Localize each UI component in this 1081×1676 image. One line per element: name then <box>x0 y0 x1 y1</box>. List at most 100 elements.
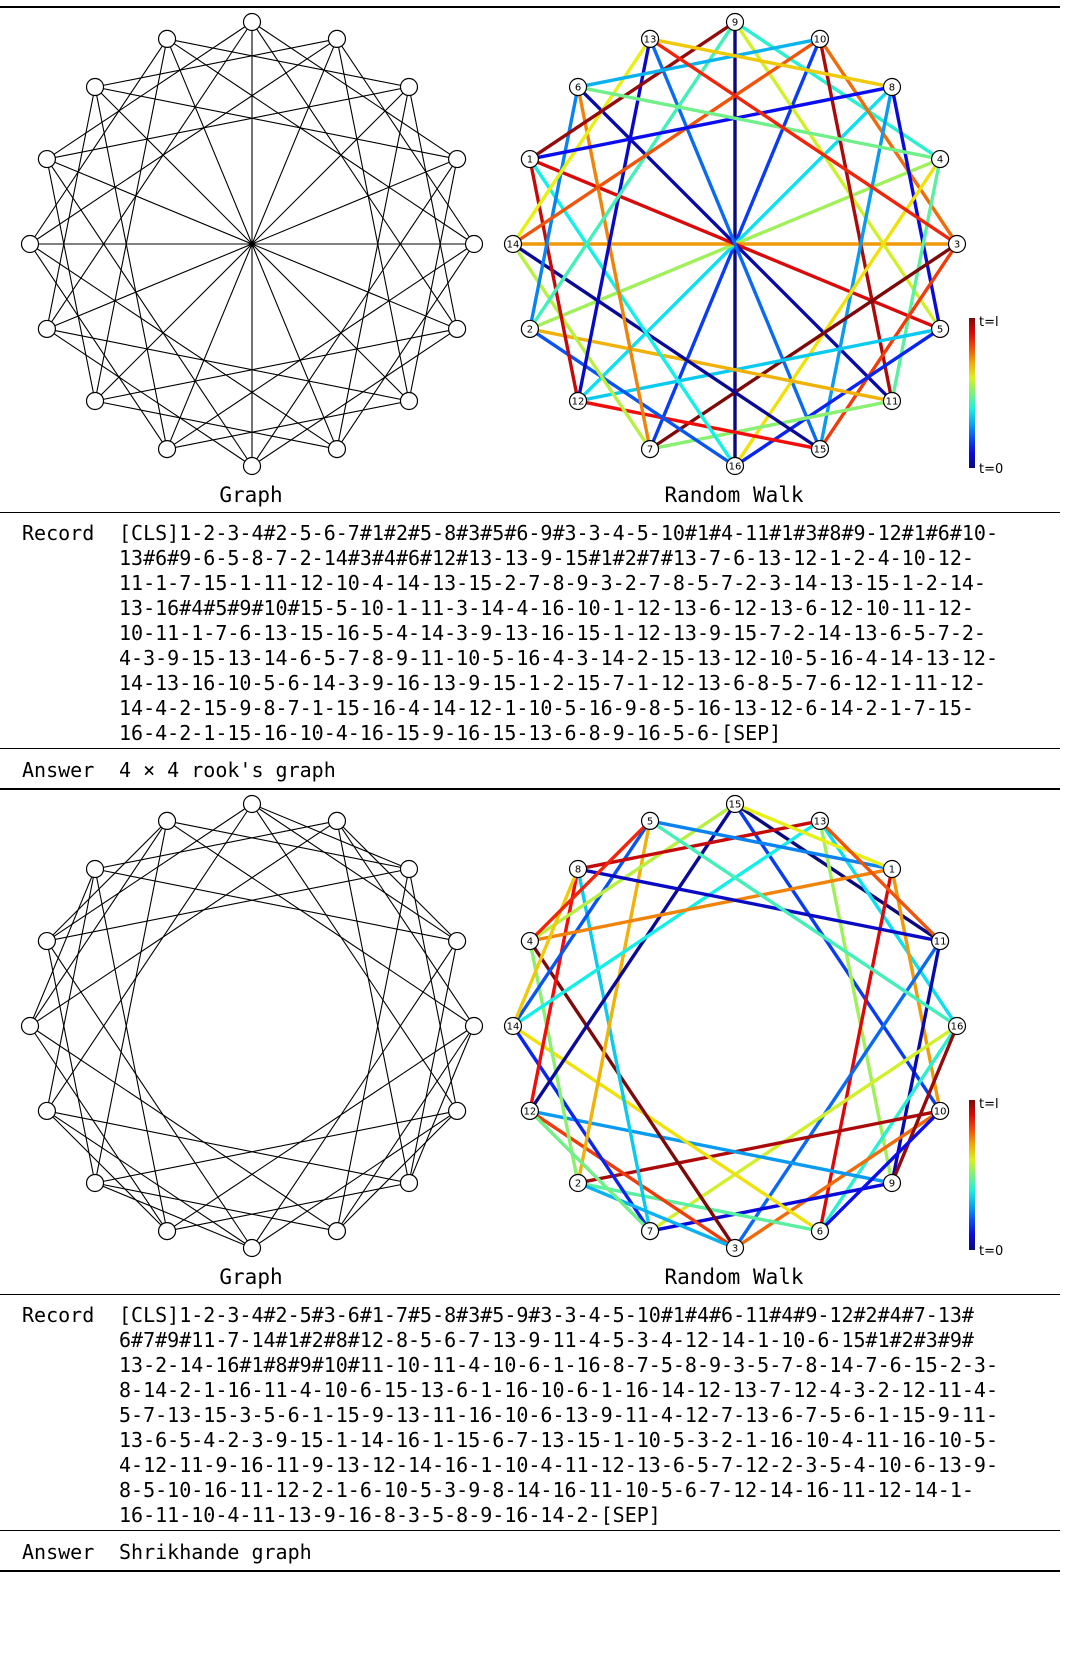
walk-edge <box>528 86 580 330</box>
graph-edge <box>46 820 168 942</box>
walk-node-label: 6 <box>575 83 581 94</box>
walk-node <box>520 1101 539 1121</box>
graph-node <box>85 77 105 97</box>
record-line: 6#7#9#11-7-14#1#2#8#12-8-5-6-7-13-9-11-4… <box>119 1328 974 1352</box>
walk-node <box>568 859 588 879</box>
graph-edge <box>251 328 458 467</box>
graph-edge <box>94 38 338 88</box>
graph-node <box>464 234 484 254</box>
graph-edge <box>46 940 96 1184</box>
walk-node <box>725 456 745 476</box>
walk-edge <box>890 940 942 1184</box>
graph-node <box>242 1238 262 1258</box>
walk-edge <box>529 867 893 943</box>
graph-edge <box>336 820 475 1027</box>
graph-edge <box>336 243 475 450</box>
graph-edge <box>94 400 338 450</box>
graph-edge <box>166 38 475 245</box>
graph-edge <box>251 803 458 942</box>
walk-node <box>520 931 539 951</box>
walk-edge <box>528 819 652 943</box>
walk-edge <box>890 868 942 1112</box>
graph-edge <box>336 38 475 245</box>
walk-edge <box>528 158 580 402</box>
walk-edge <box>890 158 942 402</box>
graph-edge <box>251 803 410 870</box>
graph-edge <box>46 328 253 467</box>
record-line: 4-12-11-9-16-11-9-13-12-14-16-1-10-4-11-… <box>119 1453 998 1477</box>
walk-node <box>640 29 660 48</box>
walk-node <box>810 29 830 48</box>
record-line: 10-11-1-7-6-13-15-16-5-4-14-3-9-13-16-15… <box>119 621 986 645</box>
walk-node <box>931 319 950 339</box>
walk-node-label: 2 <box>575 1179 581 1190</box>
record-line: 8-14-2-1-16-11-4-10-6-15-13-6-1-16-10-6-… <box>119 1378 998 1402</box>
walk-edge <box>511 819 652 1027</box>
walk-node-label: 4 <box>527 937 533 948</box>
graph-node <box>157 811 177 830</box>
walk-node <box>568 391 588 411</box>
walk-edge <box>528 20 736 161</box>
walk-edge <box>890 86 942 330</box>
walk-node-label: 6 <box>817 1227 823 1238</box>
record-line: 11-1-7-15-1-11-12-10-4-14-13-15-2-7-8-9-… <box>119 571 986 595</box>
walk-node-label: 9 <box>889 1179 895 1190</box>
walk-node <box>520 319 539 339</box>
walk-node-label: 3 <box>954 240 960 251</box>
graph-edge <box>166 38 410 88</box>
graph-edge <box>46 86 410 160</box>
graph-edge <box>166 1182 410 1232</box>
graph-node <box>85 859 105 879</box>
walk-node-label: 3 <box>732 1244 738 1255</box>
graph-edge <box>29 38 168 245</box>
graph-caption-1: Graph <box>219 483 283 507</box>
walk-edge <box>818 37 959 245</box>
walk-node <box>882 391 902 411</box>
walk-node-label: 13 <box>644 34 657 45</box>
graph-edge <box>408 158 458 402</box>
record-line: 16-4-2-1-15-16-10-4-16-15-9-16-15-13-6-8… <box>119 721 782 745</box>
graph-node <box>327 29 347 48</box>
colorbar-bottom-label: t=0 <box>979 462 1003 477</box>
walk-node <box>947 234 967 254</box>
graph-node <box>399 77 419 97</box>
walk-node <box>640 440 660 459</box>
caption-rule-1 <box>0 512 1060 513</box>
top-rule <box>0 6 1060 8</box>
graph-node <box>157 1222 177 1241</box>
walk-node <box>520 149 539 169</box>
walk-node-label: 10 <box>814 34 827 45</box>
walk-edge <box>734 802 942 943</box>
walk-node <box>810 440 830 459</box>
record-line: 16-11-10-4-11-13-9-16-8-3-5-8-9-16-14-2-… <box>119 1503 661 1527</box>
walk-edge <box>577 819 821 871</box>
walk-edge <box>577 85 941 161</box>
graph-panel-1 <box>20 12 484 476</box>
record-text-2: [CLS]1-2-3-4#2-5#3-6#1-7#5-8#3#5-9#3-3-4… <box>119 1303 998 1528</box>
walk-node-label: 1 <box>527 155 533 166</box>
walk-node <box>725 12 745 32</box>
record-rule-1 <box>0 748 1060 749</box>
record-line: [CLS]1-2-3-4#2-5#3-6#1-7#5-8#3#5-9#3-3-4… <box>119 1303 974 1327</box>
graph-node <box>85 1173 105 1193</box>
walk-node-label: 9 <box>732 18 738 29</box>
graph-edge <box>29 38 338 245</box>
record-label-2: Record <box>22 1303 95 1327</box>
walk-edge <box>890 1025 959 1184</box>
walk-node <box>568 77 588 97</box>
walk-edge <box>649 37 893 89</box>
colorbar <box>969 1100 975 1250</box>
graph-node <box>399 859 419 879</box>
walk-node <box>725 794 745 814</box>
walk-edge <box>649 819 958 1028</box>
walk-edge <box>577 867 941 943</box>
walk-edge <box>734 802 893 871</box>
graph-edge <box>46 1110 253 1249</box>
walk-node <box>503 234 523 254</box>
walk-node <box>810 811 830 830</box>
record-line: 8-5-10-16-11-12-2-1-6-10-5-3-9-8-14-16-1… <box>119 1478 974 1502</box>
walk-edge <box>818 1025 959 1233</box>
walk-node-label: 7 <box>647 445 653 456</box>
graph-node <box>242 794 262 814</box>
walk-node-label: 12 <box>524 1107 537 1118</box>
